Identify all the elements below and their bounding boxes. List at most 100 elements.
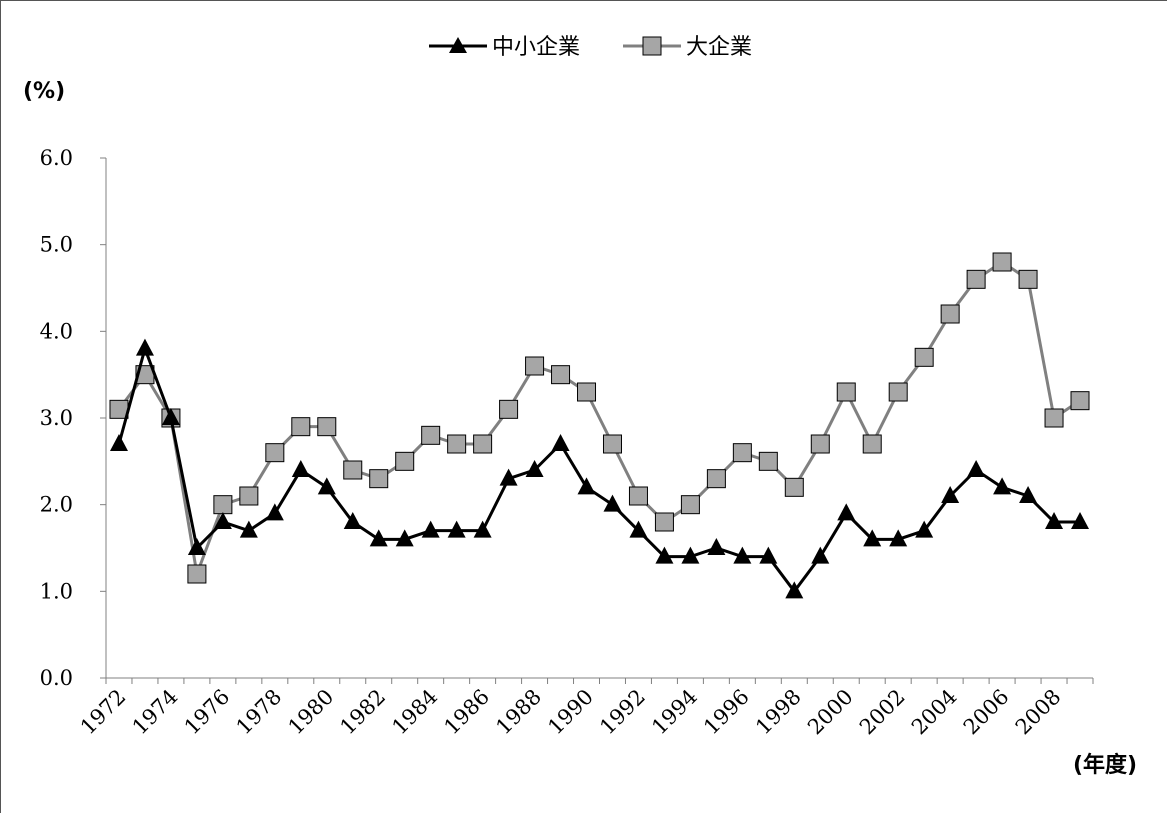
data-point-large — [602, 434, 622, 454]
x-tick-label: 2006 — [959, 685, 1014, 740]
data-point-sme — [915, 520, 934, 538]
y-tick-label: 3.0 — [40, 406, 73, 430]
legend-label-sme: 中小企業 — [492, 35, 580, 60]
y-tick-label: 2.0 — [40, 493, 73, 517]
x-tick-label: 1984 — [387, 685, 442, 740]
data-point-large — [577, 382, 597, 402]
y-tick-label: 0.0 — [40, 666, 73, 690]
x-tick-label: 1988 — [491, 685, 546, 740]
data-point-large — [732, 443, 752, 463]
data-point-large — [680, 495, 700, 515]
data-point-large — [187, 564, 207, 584]
data-point-large — [473, 434, 493, 454]
data-point-large — [914, 347, 934, 367]
data-point-large — [395, 451, 415, 471]
data-point-large — [525, 356, 545, 376]
data-point-sme — [551, 434, 570, 451]
data-point-large — [654, 512, 674, 532]
data-point-large — [810, 434, 830, 454]
x-tick-label: 1992 — [595, 685, 650, 740]
data-point-sme — [421, 520, 440, 538]
data-point-sme — [525, 460, 544, 477]
data-point-large — [940, 304, 960, 324]
data-point-sme — [239, 520, 258, 538]
x-tick-label: 1978 — [232, 685, 287, 740]
data-point-sme — [109, 434, 128, 451]
data-point-sme — [707, 538, 726, 555]
data-point-large — [343, 460, 363, 480]
axes: 0.01.02.03.04.05.06.01972197419761978198… — [40, 146, 1094, 740]
x-tick-label: 2004 — [907, 685, 962, 740]
data-point-large — [447, 434, 467, 454]
data-point-large — [421, 425, 441, 445]
data-point-large — [369, 469, 389, 489]
data-point-large — [291, 417, 311, 437]
series-sme — [109, 338, 1090, 599]
data-point-sme — [473, 520, 492, 538]
y-axis-unit-label: (%) — [23, 79, 65, 104]
data-point-large — [239, 486, 259, 506]
x-tick-label: 1974 — [128, 685, 183, 740]
data-point-sme — [811, 546, 830, 564]
data-point-sme — [317, 477, 336, 495]
x-tick-label: 1976 — [180, 685, 235, 740]
x-tick-label: 1996 — [699, 685, 754, 740]
data-point-large — [628, 486, 648, 506]
data-point-sme — [447, 520, 466, 538]
data-point-sme — [343, 512, 362, 529]
data-point-sme — [499, 468, 518, 486]
data-point-sme — [603, 494, 622, 512]
data-point-sme — [837, 503, 856, 521]
data-point-large — [499, 399, 519, 419]
data-point-sme — [1045, 512, 1064, 529]
x-tick-label: 2008 — [1011, 685, 1066, 740]
data-point-sme — [967, 460, 986, 477]
data-point-sme — [395, 529, 414, 547]
legend-marker-sme-triangle-icon — [449, 37, 467, 53]
x-tick-label: 2002 — [855, 685, 910, 740]
data-point-large — [992, 252, 1012, 272]
data-point-sme — [889, 529, 908, 547]
data-point-large — [1018, 269, 1038, 289]
data-point-large — [265, 443, 285, 463]
data-point-large — [784, 477, 804, 497]
y-tick-label: 5.0 — [40, 233, 73, 257]
data-point-large — [706, 469, 726, 489]
data-point-sme — [187, 538, 206, 555]
data-point-large — [966, 269, 986, 289]
data-point-sme — [135, 338, 154, 356]
x-tick-label: 2000 — [803, 685, 858, 740]
y-tick-label: 1.0 — [40, 579, 73, 603]
data-point-sme — [213, 512, 232, 529]
data-point-sme — [1019, 486, 1038, 503]
data-point-sme — [655, 546, 674, 564]
data-point-sme — [577, 477, 596, 495]
data-point-sme — [265, 503, 284, 521]
data-point-sme — [369, 529, 388, 547]
x-tick-label: 1998 — [751, 685, 806, 740]
data-point-large — [551, 365, 571, 385]
data-point-large — [1044, 408, 1064, 428]
x-tick-label: 1972 — [76, 685, 131, 740]
y-tick-label: 4.0 — [40, 319, 73, 343]
data-point-large — [1070, 391, 1090, 411]
x-tick-label: 1982 — [335, 685, 390, 740]
data-point-large — [317, 417, 337, 437]
legend-marker-large-square-icon — [642, 36, 662, 56]
data-point-sme — [161, 408, 180, 425]
data-point-sme — [291, 460, 310, 477]
data-point-sme — [863, 529, 882, 547]
data-point-large — [758, 451, 778, 471]
legend: 中小企業 大企業 — [429, 35, 752, 60]
data-point-large — [862, 434, 882, 454]
data-point-sme — [941, 486, 960, 503]
x-tick-label: 1994 — [647, 685, 702, 740]
data-point-sme — [1071, 512, 1090, 529]
x-tick-label: 1980 — [284, 685, 339, 740]
data-point-sme — [993, 477, 1012, 495]
x-tick-label: 1990 — [543, 685, 598, 740]
y-tick-label: 6.0 — [40, 146, 73, 170]
data-point-sme — [785, 581, 804, 599]
